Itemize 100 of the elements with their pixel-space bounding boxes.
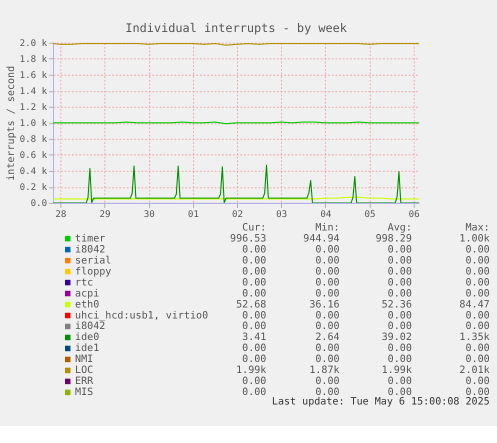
text: 944.94 — [303, 233, 340, 244]
y-tick-label: 0.4 k — [20, 167, 48, 178]
text: 0.00 — [465, 343, 490, 354]
text: 39.02 — [382, 332, 412, 344]
text: Avg: — [388, 222, 412, 234]
legend-label: i8042 — [75, 244, 106, 256]
legend-label: NMI — [75, 354, 94, 366]
text: 0.00 — [388, 376, 412, 388]
y-tick-label: 0.2 k — [20, 183, 48, 194]
y-tick-label: 1.2 k — [20, 103, 48, 114]
text: 0.00 — [315, 343, 340, 354]
x-tick-label: 28 — [55, 210, 66, 220]
text: 36.16 — [309, 299, 340, 310]
text: 0.00 — [315, 376, 340, 388]
text: 1.87k — [309, 365, 340, 376]
text: 0.00 — [388, 387, 412, 398]
text: 0.00 — [315, 310, 340, 322]
legend-label: LOC — [75, 365, 94, 376]
text: 996.53 — [230, 233, 266, 244]
text: 1.99k — [382, 365, 412, 376]
text: 3.41 — [242, 332, 266, 344]
text: 0.00 — [388, 244, 412, 256]
text: 0.00 — [242, 288, 266, 300]
legend-label: acpi — [75, 288, 100, 300]
text: 0.00 — [388, 277, 412, 288]
text: 84.47 — [459, 299, 490, 310]
text: 52.68 — [236, 299, 266, 310]
text: 0.00 — [242, 266, 266, 278]
text: 52.36 — [382, 299, 412, 310]
text: 0.00 — [465, 376, 490, 388]
y-tick-label: 1.6 k — [20, 70, 48, 81]
legend-label: timer — [75, 233, 106, 244]
legend-label: rtc — [75, 277, 94, 288]
x-tick-label: 06 — [408, 210, 420, 220]
y-tick-label: 0.6 k — [20, 151, 48, 162]
y-tick-label: 1.8 k — [20, 54, 48, 65]
text: 0.00 — [315, 387, 340, 398]
legend-label: i8042 — [75, 321, 106, 332]
text: Cur: — [242, 222, 266, 234]
x-tick-label: 02 — [232, 210, 244, 220]
text: 2.64 — [315, 332, 340, 344]
text: 0.00 — [388, 343, 412, 354]
text: 1.35k — [459, 332, 490, 344]
chart-title: Individual interrupts - by week — [125, 20, 347, 35]
legend-label: MIS — [75, 387, 94, 398]
text: 0.00 — [465, 244, 490, 256]
text: 0.00 — [315, 277, 340, 288]
text: 0.00 — [315, 255, 340, 266]
text: 0.00 — [242, 310, 266, 322]
legend-label: ide1 — [75, 343, 100, 354]
text: 998.29 — [376, 233, 412, 244]
legend-label: ERR — [75, 376, 94, 388]
text: 0.00 — [465, 310, 490, 322]
text: 0.00 — [388, 321, 412, 332]
text: 1.99k — [236, 365, 266, 376]
text: Last update: Tue May 6 15:00:08 2025 — [272, 396, 490, 408]
y-axis-title: interrupts / second — [6, 66, 18, 181]
text: 0.00 — [388, 266, 412, 278]
legend-label: floppy — [75, 266, 112, 278]
text: 0.00 — [242, 387, 266, 398]
text: 0.00 — [465, 266, 490, 278]
text: 0.00 — [242, 277, 266, 288]
text: 1.00k — [459, 233, 490, 244]
text: 0.00 — [315, 266, 340, 278]
text: 0.00 — [465, 321, 490, 332]
text: 0.00 — [242, 376, 266, 388]
x-tick-label: 29 — [100, 210, 111, 220]
text: Min: — [315, 222, 340, 234]
y-tick-label: 2.0 k — [20, 38, 48, 49]
text: 0.00 — [388, 310, 412, 322]
text: 2.01k — [459, 365, 490, 376]
x-tick-label: 30 — [144, 210, 155, 220]
y-tick-label: 0.8 k — [20, 135, 48, 146]
text: 0.00 — [388, 354, 412, 366]
legend-label: ide0 — [75, 332, 100, 344]
y-tick-label: 0.0 — [30, 199, 48, 210]
text: Max: — [465, 222, 490, 234]
text: 0.00 — [315, 321, 340, 332]
text: 0.00 — [242, 354, 266, 366]
text: 0.00 — [465, 354, 490, 366]
text: 0.00 — [242, 255, 266, 266]
legend-label: uhci_hcd:usb1, virtio0 — [75, 310, 208, 322]
legend-label: eth0 — [75, 299, 100, 310]
y-tick-label: 1.0 k — [20, 119, 48, 130]
text: 0.00 — [315, 354, 340, 366]
text: 0.00 — [242, 244, 266, 256]
text: 0.00 — [242, 321, 266, 332]
x-tick-label: 01 — [188, 210, 199, 220]
text: 0.00 — [315, 244, 340, 256]
x-tick-label: 03 — [276, 210, 288, 220]
text: 0.00 — [388, 288, 412, 300]
legend-label: serial — [75, 255, 112, 266]
y-tick-label: 1.4 k — [20, 87, 48, 98]
x-tick-label: 04 — [320, 210, 332, 220]
x-tick-label: 05 — [364, 210, 376, 220]
text: 0.00 — [465, 387, 490, 398]
text: 0.00 — [465, 288, 490, 300]
text: 0.00 — [315, 288, 340, 300]
text: 0.00 — [388, 255, 412, 266]
text: 0.00 — [242, 343, 266, 354]
